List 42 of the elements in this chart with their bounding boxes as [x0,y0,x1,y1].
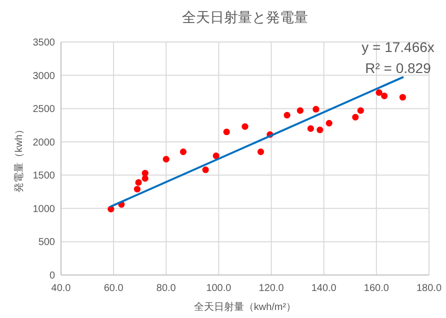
point [162,156,170,162]
point [134,186,141,192]
chart-title: 全天日射量と発電量 [182,9,308,25]
y-axis-title: 発電量（kwh） [14,124,25,192]
point [202,166,209,174]
y-tick-label: 1500 [32,170,56,182]
x-tick-label: 160.0 [364,283,390,294]
y-tick-label: 2000 [32,137,56,148]
y-tick-label: 1000 [32,204,56,215]
point [399,94,406,101]
point [326,120,332,127]
y-tick-label: 0 [49,270,56,282]
y-tick-label: 3500 [32,38,56,48]
point [142,170,148,176]
annotation: R² = 0.829 [365,60,432,76]
point [352,114,359,121]
x-tick-label: 40.0 [51,283,72,294]
x-tick-label: 120.0 [258,283,284,294]
y-tick-label: 3000 [32,70,56,82]
point [257,148,264,156]
point [296,107,304,114]
point [212,152,220,160]
point [180,148,187,156]
point [381,92,388,100]
point [316,126,324,134]
x-tick-label: 100.0 [206,283,232,294]
x-tick-label: 140.0 [311,283,337,294]
x-tick-label: 60.0 [104,283,124,294]
point [135,179,142,186]
x-tick-label: 80.0 [156,283,176,294]
point [307,125,314,132]
point [312,106,320,113]
point [357,107,364,114]
point [242,123,248,130]
point [376,89,382,96]
x-axis-title: 全天日射量（kwh/m²） [194,301,296,313]
x-tick-label: 180.0 [416,283,442,294]
annotation: y = 17.466x [362,39,434,55]
y-tick-label: 2500 [32,104,56,116]
point [223,128,230,136]
y-tick-label: 500 [38,237,56,248]
point [284,112,290,119]
